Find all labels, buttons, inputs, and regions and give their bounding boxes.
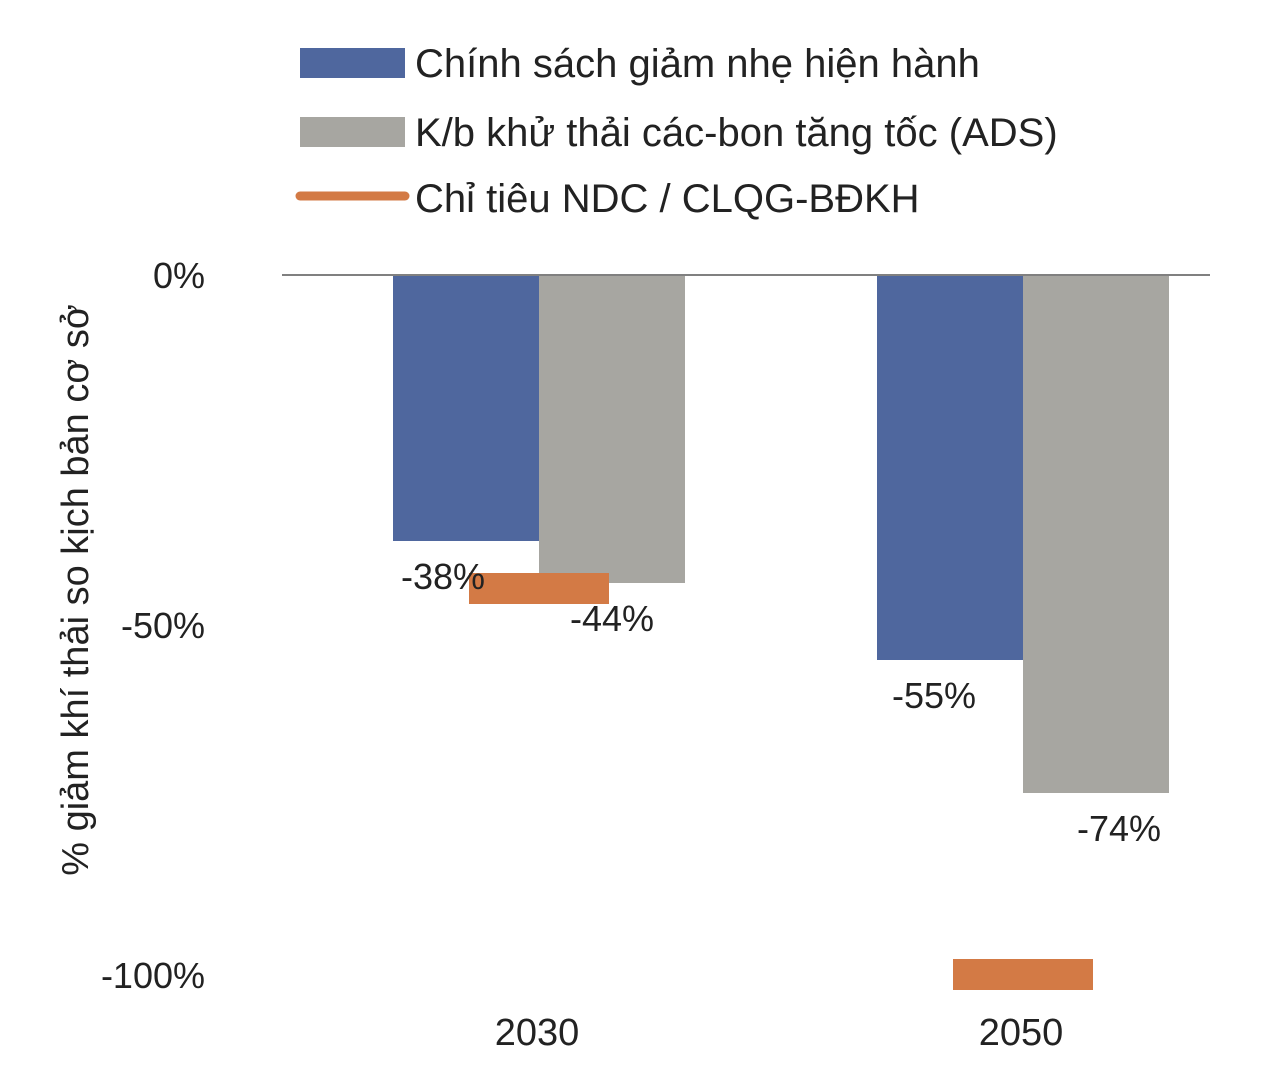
x-tick-label-2030: 2030: [495, 1012, 580, 1054]
legend-label-series-1: Chính sách giảm nhẹ hiện hành: [415, 42, 980, 86]
x-ticks: 2030 2050: [495, 1012, 1064, 1054]
legend-item-series-2: K/b khử thải các-bon tăng tốc (ADS): [300, 111, 1058, 155]
data-label-series-2-2050: -74%: [1077, 808, 1161, 849]
y-tick-label: -100%: [101, 955, 205, 996]
legend-label-series-2: K/b khử thải các-bon tăng tốc (ADS): [415, 111, 1058, 155]
bar-series-1-2030: [393, 275, 539, 541]
data-labels: -38% -44% -55% -74%: [401, 556, 1161, 849]
y-axis-title: % giảm khí thải so kịch bản cơ sở: [55, 304, 97, 876]
legend-label-target: Chỉ tiêu NDC / CLQG-BĐKH: [415, 177, 920, 221]
legend-item-target: Chỉ tiêu NDC / CLQG-BĐKH: [295, 177, 920, 221]
y-ticks: 0% -50% -100%: [101, 255, 205, 996]
x-tick-label-2050: 2050: [979, 1012, 1064, 1054]
y-tick-label: 0%: [153, 255, 205, 296]
bars: [393, 275, 1169, 793]
data-label-series-1-2050: -55%: [892, 675, 976, 716]
data-label-series-2-2030: -44%: [570, 598, 654, 639]
legend-swatch-series-1: [300, 48, 405, 78]
target-markers: [469, 573, 1093, 990]
y-tick-label: -50%: [121, 605, 205, 646]
legend: Chính sách giảm nhẹ hiện hành K/b khử th…: [295, 42, 1058, 221]
legend-swatch-series-2: [300, 117, 405, 147]
target-marker-2050: [953, 959, 1093, 990]
target-marker-2030: [469, 573, 609, 604]
bar-series-2-2050: [1023, 275, 1169, 793]
legend-item-series-1: Chính sách giảm nhẹ hiện hành: [300, 42, 980, 86]
bar-series-1-2050: [877, 275, 1023, 660]
bar-series-2-2030: [539, 275, 685, 583]
data-label-series-1-2030: -38%: [401, 556, 485, 597]
